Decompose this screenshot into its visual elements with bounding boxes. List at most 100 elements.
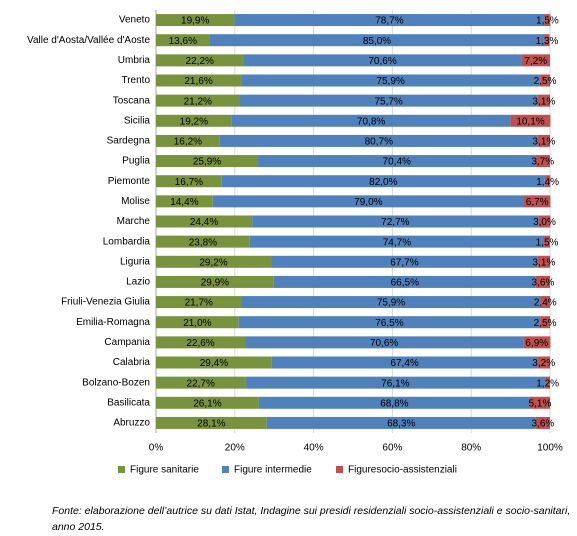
y-tick-label: Bolzano-Bozen <box>82 377 150 388</box>
data-label: 6,7% <box>526 197 549 208</box>
data-label: 29,2% <box>199 257 227 268</box>
bar-segment <box>156 336 246 349</box>
data-label: 1,3% <box>536 36 559 47</box>
bar-segment <box>234 14 545 27</box>
data-label: 19,2% <box>180 116 208 127</box>
x-tick-label: 20% <box>225 443 245 454</box>
y-tick-label: Piemonte <box>108 176 151 187</box>
bar-segment <box>156 114 232 127</box>
bar-segment <box>535 155 550 168</box>
bar-segment <box>245 376 546 389</box>
data-label: 6,9% <box>525 338 548 349</box>
data-label: 16,2% <box>174 137 202 148</box>
data-label: 2,5% <box>534 318 557 329</box>
source-note: Fonte: elaborazione dell’autrice su dati… <box>52 505 571 533</box>
bar-segment <box>156 376 246 389</box>
data-label: 14,4% <box>170 197 198 208</box>
data-label: 24,4% <box>190 217 218 228</box>
chart: 0% 20% 40% 60% 80% 100% Veneto 19,9% 78,7% 1,5% Va… <box>27 10 563 476</box>
data-label: 68,3% <box>387 419 415 430</box>
bar-segment <box>231 114 511 127</box>
y-tick-label: Puglia <box>122 156 150 167</box>
x-tick-label: 100% <box>537 443 563 454</box>
y-tick-label: Marche <box>117 216 151 227</box>
bar-segment <box>241 296 541 309</box>
bar-segment <box>156 195 213 208</box>
bar-segment <box>156 94 240 107</box>
bar-segment <box>156 134 220 147</box>
bar-segment <box>156 296 242 309</box>
data-label: 13,6% <box>169 36 197 47</box>
data-label: 3,6% <box>532 278 555 289</box>
data-label: 26,1% <box>193 398 221 409</box>
data-label: 85,0% <box>363 36 391 47</box>
bar-segment <box>535 275 550 288</box>
bar-segment <box>156 34 210 47</box>
bar-segment <box>271 255 538 268</box>
data-label: 29,4% <box>200 358 228 369</box>
data-label: 1,5% <box>536 237 559 248</box>
data-label: 10,1% <box>516 116 544 127</box>
data-label: 3,7% <box>531 157 554 168</box>
bar-segment <box>156 316 239 329</box>
data-label: 3,2% <box>532 358 555 369</box>
bar-segment <box>523 336 551 349</box>
data-label: 21,0% <box>183 318 211 329</box>
data-label: 82,0% <box>369 177 397 188</box>
data-label: 22,2% <box>186 56 214 67</box>
bar-segment <box>258 396 530 409</box>
data-label: 70,6% <box>368 56 396 67</box>
legend-swatch <box>118 466 125 473</box>
data-label: 2,5% <box>534 76 557 87</box>
bar-segment <box>156 416 267 429</box>
data-label: 21,2% <box>184 96 212 107</box>
x-tick-label: 40% <box>304 443 324 454</box>
data-label: 21,6% <box>184 76 212 87</box>
bar-segment <box>540 74 550 87</box>
y-tick-label: Emilia-Romagna <box>76 317 150 328</box>
bar-segment <box>544 235 550 248</box>
bar-segment <box>156 275 274 288</box>
bar-segment <box>156 356 272 369</box>
bar-segment <box>221 175 545 188</box>
data-label: 70,6% <box>370 338 398 349</box>
x-tick-label: 80% <box>461 443 481 454</box>
data-label: 67,7% <box>390 257 418 268</box>
bar-segment <box>544 34 550 47</box>
bar-segment <box>544 14 551 27</box>
data-label: 5,1% <box>529 398 552 409</box>
bar-segment <box>537 94 550 107</box>
data-label: 78,7% <box>375 16 403 27</box>
data-label: 67,4% <box>390 358 418 369</box>
y-tick-label: Trento <box>121 75 150 86</box>
data-label: 66,5% <box>391 278 419 289</box>
data-label: 79,0% <box>354 197 382 208</box>
bar-segment <box>271 356 538 369</box>
bar-segment <box>510 114 551 127</box>
bar-segment <box>537 134 550 147</box>
data-label: 29,9% <box>201 278 229 289</box>
data-label: 3,1% <box>532 257 555 268</box>
bar-segment <box>212 195 524 208</box>
bar-segment <box>156 54 244 67</box>
y-tick-label: Molise <box>121 196 150 207</box>
data-label: 76,5% <box>375 318 403 329</box>
y-tick-label: Sardegna <box>107 136 151 147</box>
data-label: 74,7% <box>383 237 411 248</box>
data-label: 75,9% <box>377 298 405 309</box>
bar-segment <box>156 255 272 268</box>
bar-segment <box>266 416 536 429</box>
y-tick-label: Lazio <box>126 277 150 288</box>
bar-segment <box>156 175 222 188</box>
data-label: 1,2% <box>536 378 559 389</box>
data-label: 75,7% <box>374 96 402 107</box>
bar-segment <box>156 235 250 248</box>
data-label: 80,7% <box>365 137 393 148</box>
y-tick-label: Friuli-Venezia Giulia <box>61 297 150 308</box>
data-label: 21,7% <box>185 298 213 309</box>
legend-swatch <box>222 466 229 473</box>
legend-swatch <box>336 466 343 473</box>
y-tick-label: Toscana <box>113 95 151 106</box>
bar-segment <box>156 155 259 168</box>
y-tick-label: Abruzzo <box>113 418 150 429</box>
